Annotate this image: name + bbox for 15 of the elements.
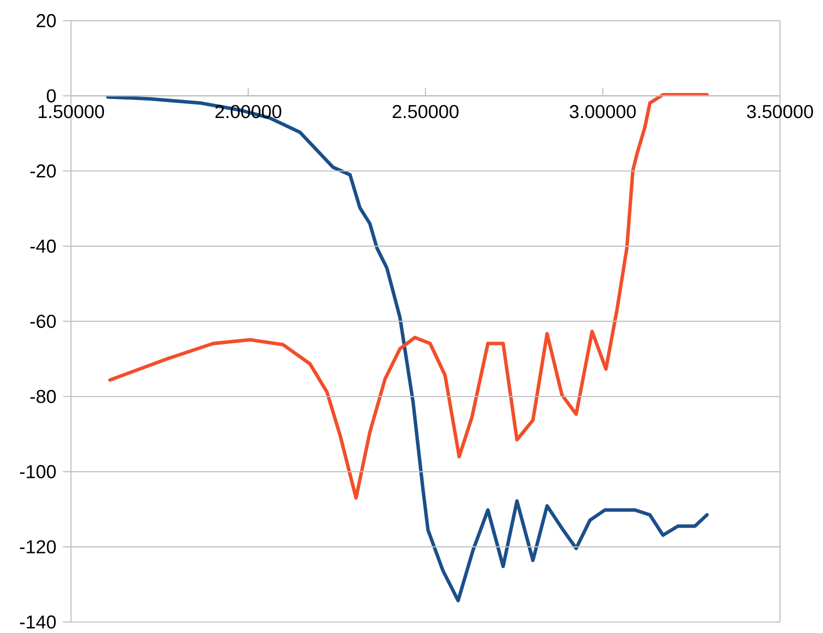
y-tick-label: 20 [36,14,56,28]
y-tick-label: -80 [30,390,56,404]
line-series [108,92,709,500]
line-series [106,95,709,602]
y-tick-label: -100 [20,465,56,478]
x-tick-label: 3.00000 [570,104,636,118]
x-tick-label: 2.50000 [392,104,459,118]
y-tick-label: -20 [30,164,56,178]
y-tick-label: -60 [30,314,56,328]
y-tick-label: -140 [20,615,56,629]
x-tick-label: 3.50000 [746,104,814,118]
y-tick-label: 0 [46,89,56,102]
x-tick-label: 1.50000 [38,104,104,118]
y-tick-label: -40 [30,240,56,253]
y-tick-label: -120 [20,540,56,554]
